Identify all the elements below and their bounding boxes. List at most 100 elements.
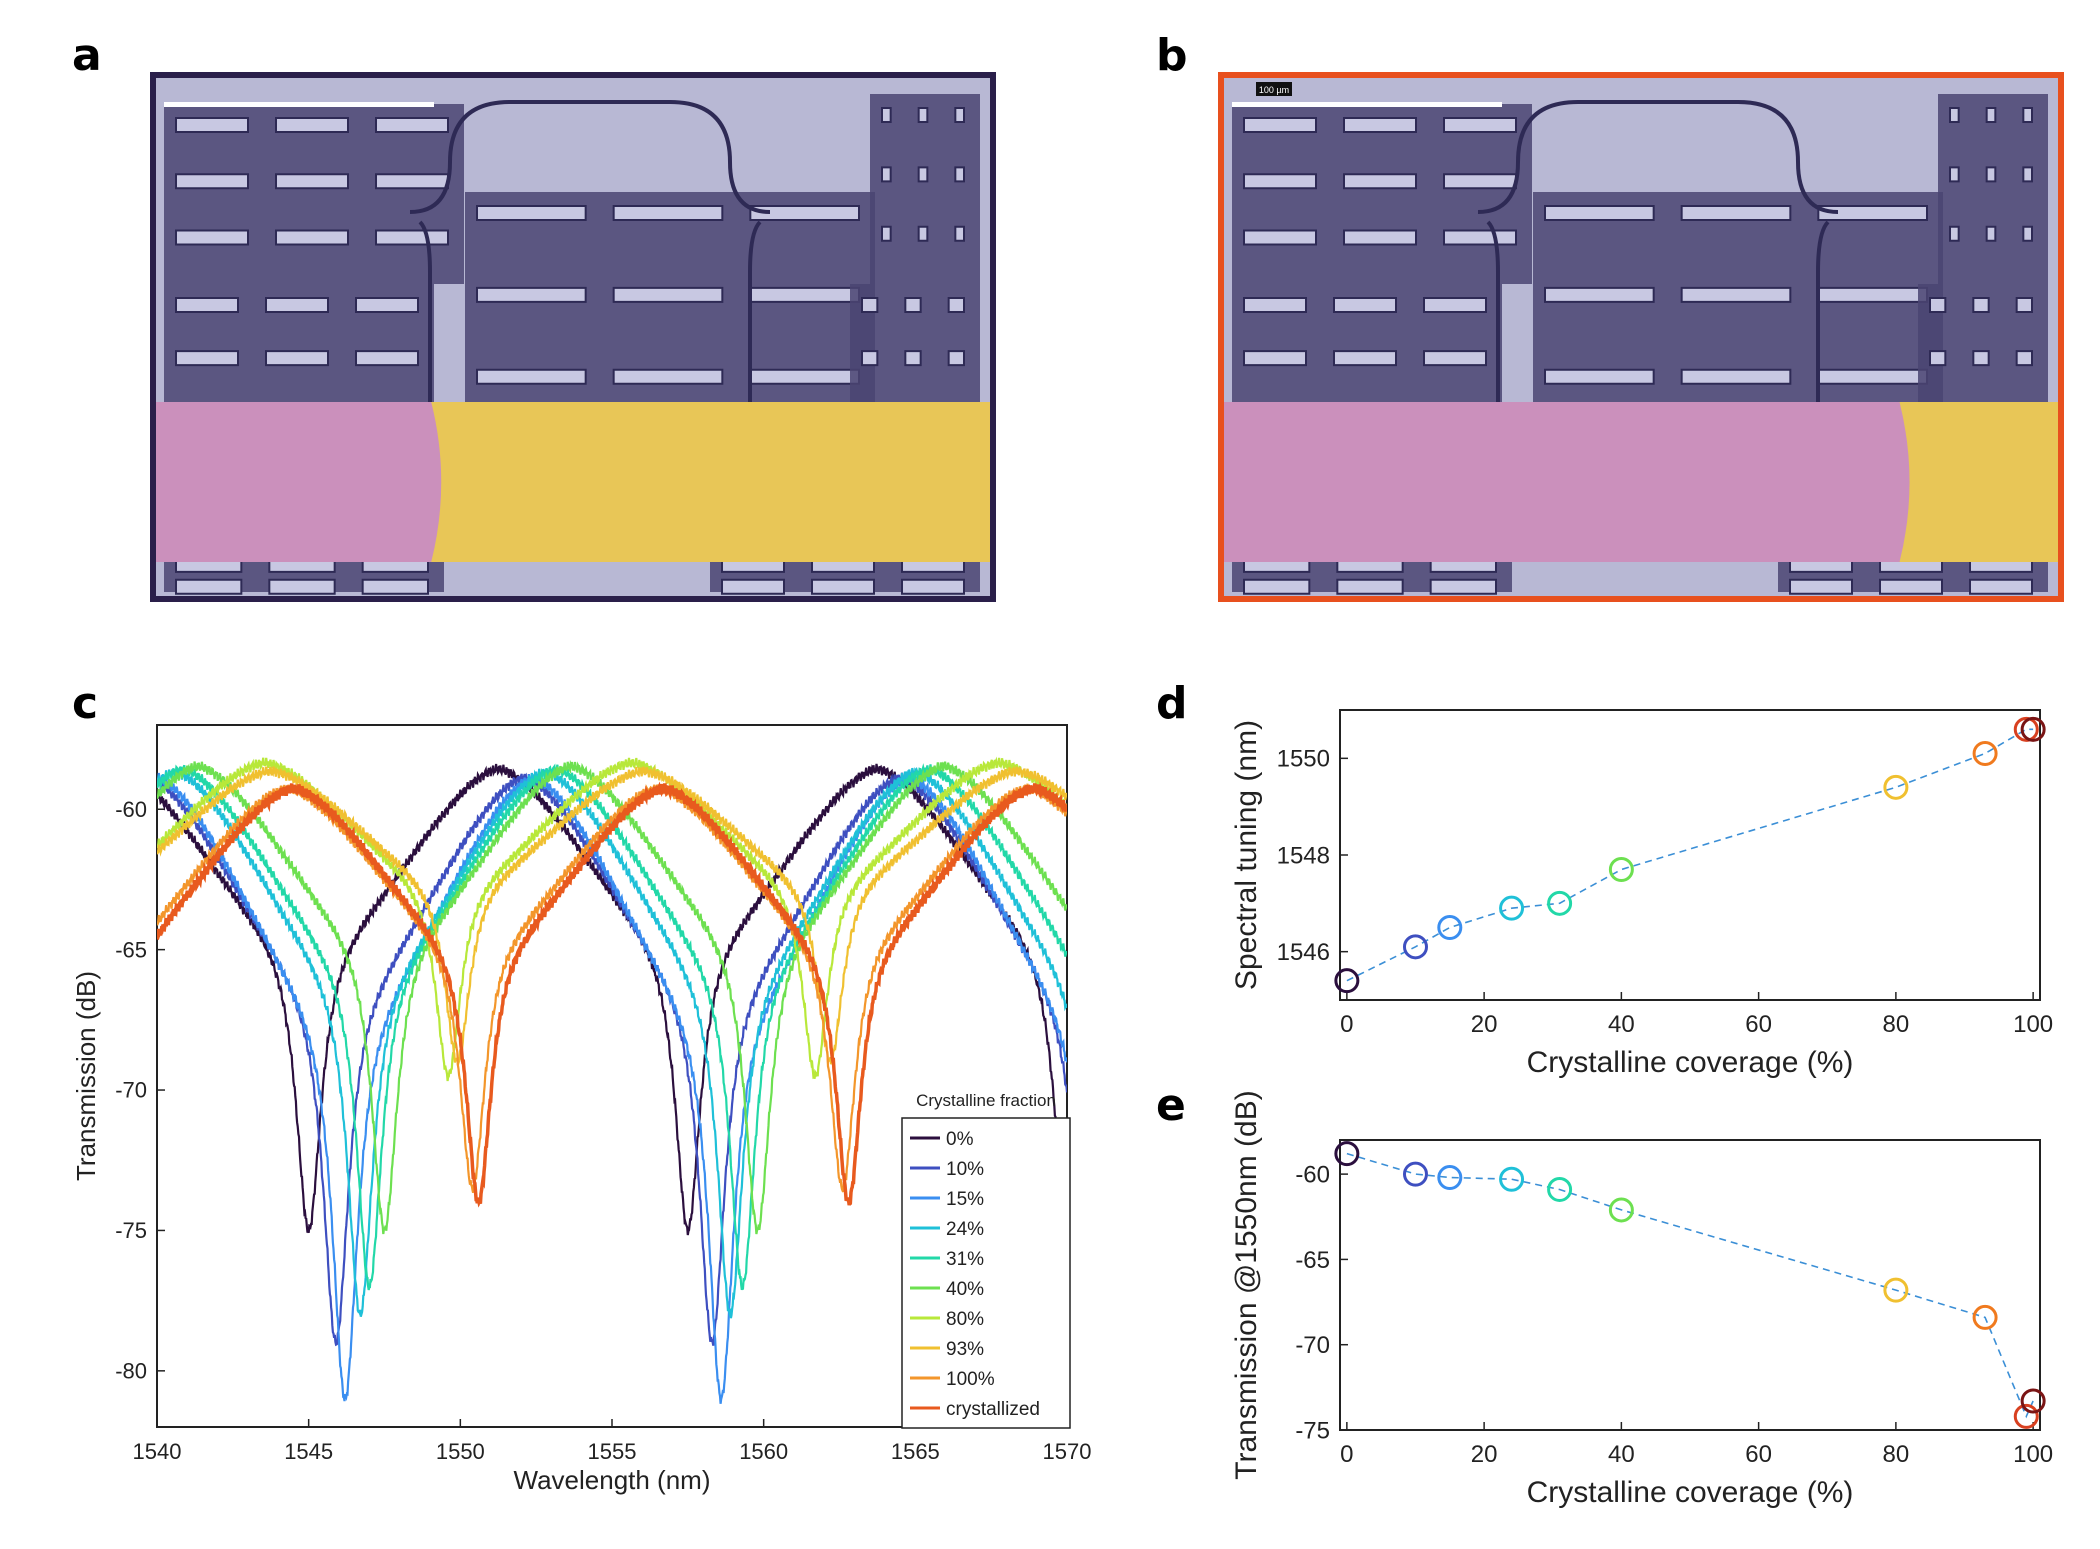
- micrograph-a-pixel-block: [164, 104, 464, 284]
- micrograph-a-pad: [175, 350, 239, 367]
- micrograph-b-pixel-block: [1938, 94, 2048, 284]
- series-line-24%: [157, 764, 1067, 1319]
- micrograph-a-pad: [917, 166, 929, 183]
- y-tick-label: 1548: [1277, 842, 1330, 869]
- legend-entry-10%: 10%: [946, 1159, 984, 1180]
- micrograph-a-pad: [954, 166, 965, 183]
- micrograph-a-pad: [175, 229, 249, 246]
- micrograph-a-pad: [954, 107, 965, 123]
- plot-area-e: [1339, 1139, 2041, 1431]
- micrograph-a-pad: [811, 578, 875, 595]
- x-axis-label-e: Crystalline coverage (%): [1527, 1476, 1854, 1509]
- micrograph-a-pad: [265, 350, 329, 367]
- micrograph-b-pad: [1333, 350, 1397, 367]
- x-tick-label: 80: [1883, 1011, 1910, 1038]
- micrograph-b-pad: [1879, 578, 1943, 595]
- micrograph-b-pad: [1817, 205, 1928, 221]
- micrograph-b-pad: [1336, 578, 1404, 595]
- legend-entry-31%: 31%: [946, 1249, 984, 1270]
- micrograph-a-pad: [175, 578, 243, 595]
- x-tick-label: 1555: [588, 1439, 637, 1464]
- micrograph-b-waveguide-bus: [1486, 220, 1830, 402]
- micrograph-b-pad: [2022, 166, 2033, 183]
- micrograph-b-pad: [2015, 350, 2034, 367]
- panel-label-a: a: [72, 30, 102, 81]
- micrograph-a-pixel-block: [870, 94, 980, 284]
- x-tick-label: 60: [1745, 1011, 1772, 1038]
- micrograph-b: 100 µm: [1218, 72, 2064, 602]
- x-tick-label: 1540: [133, 1439, 182, 1464]
- panel-label-d: d: [1156, 678, 1188, 729]
- x-tick-label: 20: [1471, 1441, 1498, 1468]
- data-point-e: [1437, 1165, 1463, 1191]
- micrograph-a-pad: [612, 368, 724, 385]
- legend-entry-0%: 0%: [946, 1129, 974, 1150]
- micrograph-a-waveguide-bus: [418, 220, 762, 402]
- micrograph-a-pad: [612, 205, 724, 221]
- micrograph-a-pad: [355, 350, 419, 367]
- micrograph-a-pad: [612, 286, 724, 303]
- legend-entry-100%: 100%: [946, 1369, 995, 1390]
- data-point-e: [1547, 1176, 1573, 1202]
- micrograph-a-pad: [268, 578, 336, 595]
- micrograph-b-pad: [2015, 297, 2034, 313]
- micrograph-b-pad: [1972, 350, 1990, 367]
- micrograph-b-pad: [1544, 368, 1655, 385]
- data-point-e: [1608, 1197, 1634, 1223]
- micrograph-b-pad: [2022, 225, 2033, 242]
- micrograph-b-pad: [1789, 578, 1853, 595]
- micrograph-b-pad: [2022, 107, 2033, 123]
- micrograph-a-pad: [361, 578, 430, 595]
- micrograph-a-pad: [265, 297, 329, 313]
- y-axis-label-c: Transmission (dB): [71, 971, 101, 1181]
- spectra-group: [157, 756, 1067, 1404]
- micrograph-b-pad: [1680, 368, 1792, 385]
- micrograph-b-crystalline-region: [1224, 402, 1910, 562]
- micrograph-b-pad: [1243, 229, 1317, 246]
- micrograph-b-pad: [1929, 297, 1947, 313]
- micrograph-b-pad: [1972, 297, 1990, 313]
- y-tick-label: -65: [1295, 1247, 1330, 1274]
- micrograph-a-pad: [861, 297, 879, 313]
- chart-d: 0 20 40 60 80 100 1546 1548 1550 Crystalline cove…: [1230, 709, 2053, 1079]
- micrograph-b-pad: [1680, 205, 1792, 221]
- micrograph-b-pad: [1969, 578, 2033, 595]
- legend-c: Crystalline fraction 0% 10% 15% 24% 31% 40% 80%…: [901, 1091, 1071, 1429]
- x-axis-label-c: Wavelength (nm): [514, 1465, 711, 1495]
- micrograph-a-pad: [947, 297, 966, 313]
- micrograph-b-pad: [1544, 205, 1655, 221]
- data-point-e: [1883, 1277, 1909, 1303]
- series-line-40%: [157, 759, 1067, 1235]
- micrograph-b-pad: [1343, 117, 1417, 133]
- micrograph-a-pad: [355, 297, 419, 313]
- micrograph-b-pad: [1949, 107, 1960, 123]
- micrograph-b-pad: [1443, 229, 1517, 246]
- micrograph-a-pad: [275, 117, 349, 133]
- y-tick-label: -80: [115, 1359, 147, 1384]
- micrograph-b-pad: [1333, 297, 1397, 313]
- data-point-e: [2020, 1388, 2046, 1414]
- data-point-d: [1547, 890, 1573, 916]
- micrograph-b-pad: [1343, 229, 1417, 246]
- micrograph-a-pad: [275, 173, 349, 190]
- data-point-d: [2013, 716, 2039, 742]
- micrograph-b-pad: [1985, 166, 1997, 183]
- legend-entry-24%: 24%: [946, 1219, 984, 1240]
- micrograph-a-pad: [476, 368, 587, 385]
- micrograph-a-pad: [881, 166, 892, 183]
- legend-entry-93%: 93%: [946, 1339, 984, 1360]
- micrograph-a: [150, 72, 996, 602]
- x-tick-label: 0: [1340, 1441, 1353, 1468]
- data-point-e: [1402, 1161, 1428, 1187]
- micrograph-b-pad: [1949, 225, 1960, 242]
- micrograph-a-waveguide-arc: [409, 100, 771, 214]
- y-tick-label: -70: [1295, 1332, 1330, 1359]
- micrograph-b-pad: [1929, 350, 1947, 367]
- panel-label-b: b: [1156, 30, 1188, 81]
- x-axis-label-d: Crystalline coverage (%): [1527, 1046, 1854, 1079]
- panel-label-e: e: [1156, 1080, 1186, 1131]
- micrograph-a-pad: [881, 107, 892, 123]
- micrograph-b-pad: [1544, 286, 1655, 303]
- x-tick-label: 1550: [436, 1439, 485, 1464]
